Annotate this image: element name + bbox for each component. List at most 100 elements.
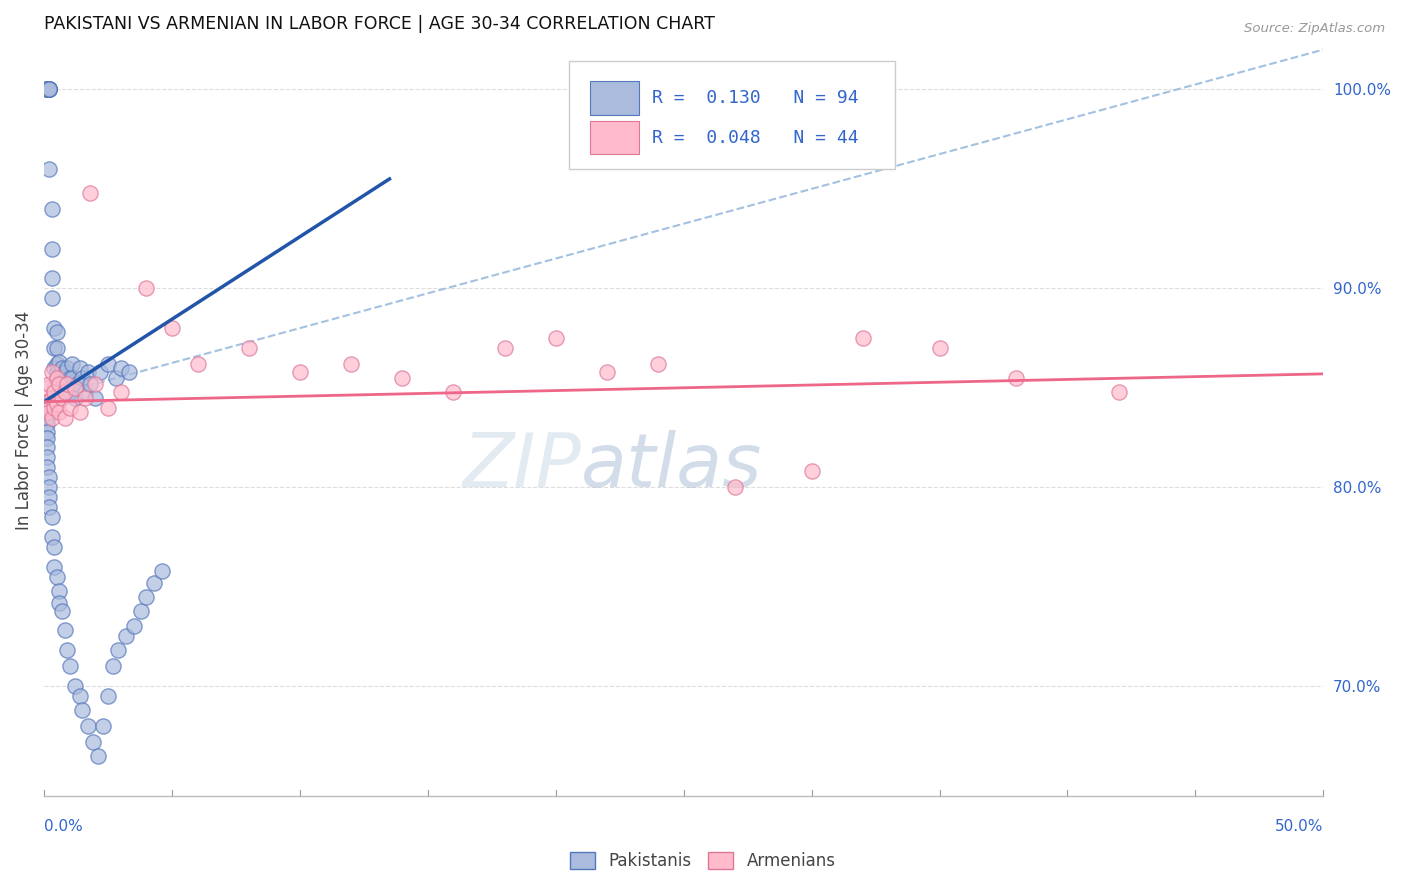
Text: PAKISTANI VS ARMENIAN IN LABOR FORCE | AGE 30-34 CORRELATION CHART: PAKISTANI VS ARMENIAN IN LABOR FORCE | A… [44,15,716,33]
Point [59,384,82,399]
Point [45,365,67,379]
Point [84,376,107,391]
Point [45,371,67,385]
FancyBboxPatch shape [591,120,638,154]
FancyBboxPatch shape [591,81,638,115]
Point [41,391,63,405]
Point [60,371,83,385]
Point [35,430,58,444]
Point [35,404,58,418]
Point [160,321,183,335]
Point [72,703,94,717]
Point [41,271,63,285]
Point [103,659,125,673]
Point [38,161,60,176]
Point [38,82,60,96]
Point [35,401,58,415]
Point [56,643,79,657]
Point [69,689,91,703]
Point [41,202,63,216]
Point [1108,384,1130,399]
Point [45,357,67,371]
Point [596,365,619,379]
Point [35,82,58,96]
Point [187,357,209,371]
Point [53,384,76,399]
Point [38,480,60,494]
Point [63,679,86,693]
Point [35,82,58,96]
Point [87,748,110,763]
Point [38,404,60,418]
Point [35,460,58,475]
Point [53,365,76,379]
Point [544,331,567,345]
Point [647,357,669,371]
Text: ZIP: ZIP [463,430,581,501]
Point [44,321,66,335]
Point [38,82,60,96]
Point [66,376,89,391]
Point [73,384,96,399]
Point [35,441,58,455]
Point [53,624,76,638]
Point [135,281,157,295]
Point [76,719,98,733]
Point [59,401,82,415]
FancyBboxPatch shape [568,61,894,169]
Point [63,381,86,395]
Point [51,381,73,395]
Point [38,376,60,391]
Point [107,643,129,657]
Point [104,371,127,385]
Point [35,394,58,409]
Point [122,619,145,633]
Point [494,341,516,355]
Point [288,365,311,379]
Point [38,500,60,515]
Point [115,629,138,643]
Point [131,603,153,617]
Point [56,376,79,391]
Point [238,341,260,355]
Point [82,735,104,749]
Point [928,341,950,355]
Point [38,82,60,96]
Point [38,401,60,415]
Point [38,82,60,96]
Point [69,360,91,375]
Point [48,596,70,610]
Point [1005,371,1028,385]
Point [41,410,63,425]
Point [73,391,96,405]
Point [35,82,58,96]
Point [44,360,66,375]
Point [35,410,58,425]
Point [44,401,66,415]
Point [97,401,120,415]
Point [35,82,58,96]
Point [41,291,63,305]
Point [110,384,132,399]
Point [59,371,82,385]
Point [51,391,73,405]
Point [41,530,63,544]
Point [143,575,166,590]
Point [38,490,60,504]
Point [135,590,157,604]
Point [45,570,67,584]
Point [35,425,58,439]
Point [117,365,139,379]
Point [44,540,66,554]
Point [89,365,111,379]
Point [724,480,747,494]
Point [69,404,91,418]
Point [38,470,60,484]
Point [38,82,60,96]
Point [79,376,101,391]
Point [51,603,73,617]
Point [48,376,70,391]
Point [35,417,58,431]
Point [443,384,465,399]
Point [56,360,79,375]
